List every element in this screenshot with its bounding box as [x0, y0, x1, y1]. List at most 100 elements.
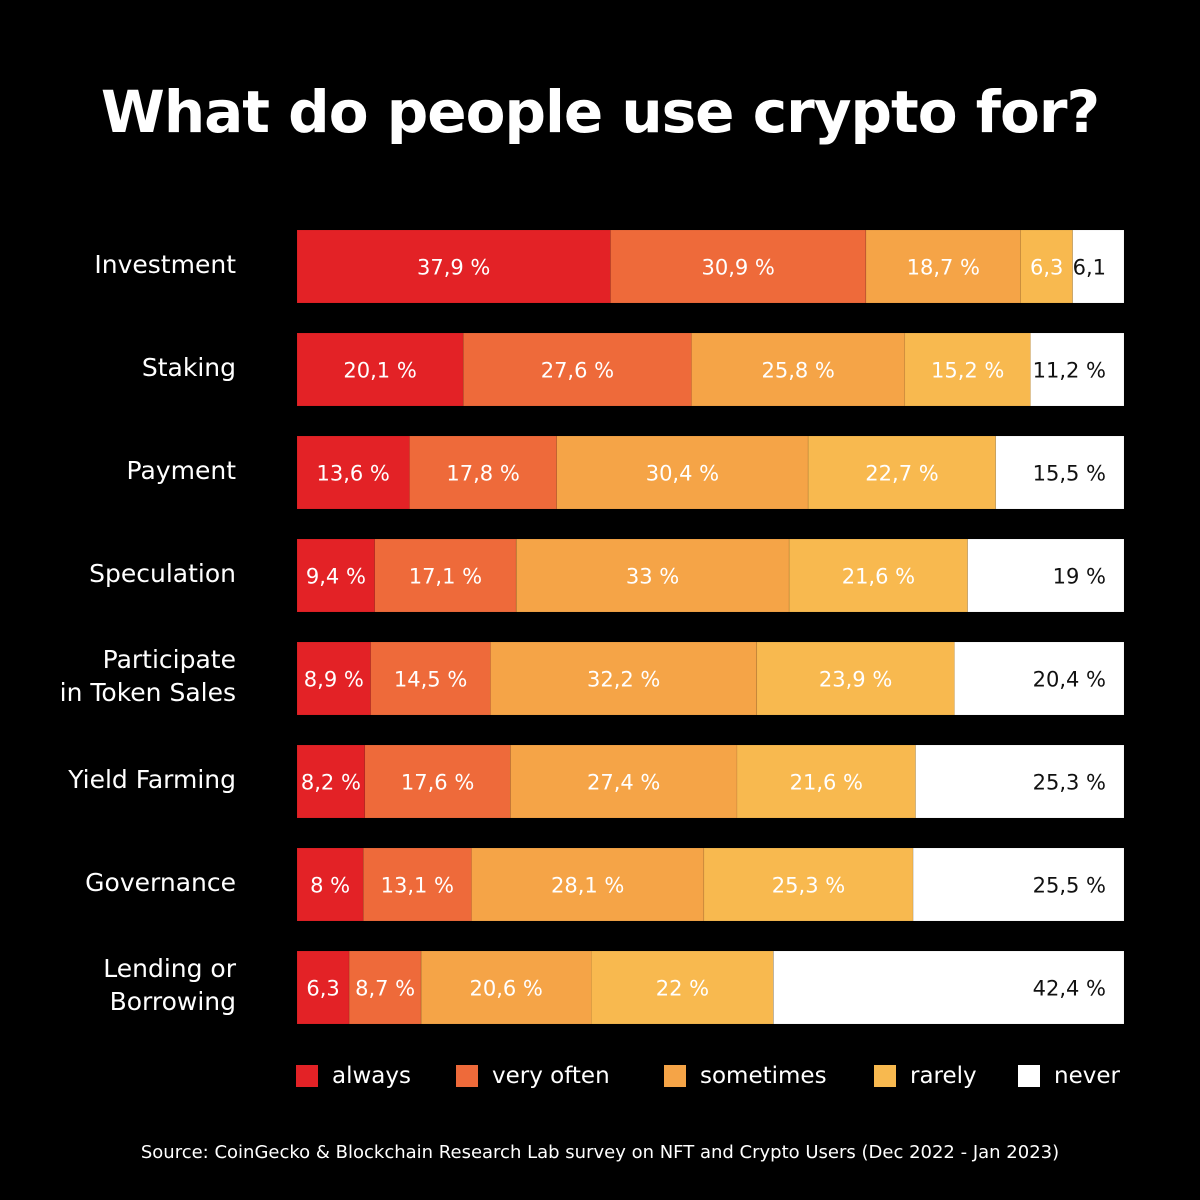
bar-segment-sometimes — [556, 435, 809, 510]
data-label: 20,4 % — [1033, 668, 1106, 692]
data-label: 27,4 % — [587, 771, 660, 795]
legend-label: never — [1054, 1063, 1120, 1089]
legend-item-sometimes: sometimes — [664, 1060, 827, 1092]
category-label: Staking — [142, 353, 236, 382]
bar-segment-sometimes — [490, 641, 758, 716]
bar-segment-always — [296, 950, 350, 1025]
bar-segment-very_often — [374, 538, 517, 613]
legend-item-very_often: very often — [456, 1060, 610, 1092]
data-label: 37,9 % — [417, 256, 490, 280]
bar-segment-rarely — [756, 641, 955, 716]
data-label: 20,6 % — [470, 977, 543, 1001]
data-label: 25,8 % — [762, 359, 835, 383]
bar-segment-very_often — [409, 435, 557, 510]
bar-segment-always — [296, 435, 410, 510]
legend-label: always — [332, 1063, 411, 1089]
data-label: 33 % — [626, 565, 679, 589]
category-label: Yield Farming — [67, 765, 236, 794]
bar-segment-rarely — [807, 435, 997, 510]
data-label: 20,1 % — [343, 359, 416, 383]
legend-label: very often — [492, 1063, 610, 1089]
data-label: 18,7 % — [907, 256, 980, 280]
category-label: Investment — [94, 250, 236, 279]
data-label: 17,1 % — [409, 565, 482, 589]
bar-segment-very_often — [610, 229, 867, 304]
legend-swatch — [456, 1065, 478, 1087]
data-label: 8,2 % — [301, 771, 361, 795]
bar-segment-always — [296, 538, 375, 613]
data-label: 25,3 % — [1033, 771, 1106, 795]
data-label: 25,5 % — [1033, 874, 1106, 898]
bar-segment-always — [296, 847, 364, 922]
bar-segment-sometimes — [515, 538, 790, 613]
data-label: 21,6 % — [790, 771, 863, 795]
data-label: 8,7 % — [355, 977, 415, 1001]
data-label: 19 % — [1053, 565, 1106, 589]
data-label: 32,2 % — [587, 668, 660, 692]
data-label: 25,3 % — [772, 874, 845, 898]
category-label: Governance — [85, 868, 236, 897]
bar-segment-sometimes — [471, 847, 705, 922]
bar-segment-sometimes — [510, 744, 738, 819]
bar-segment-rarely — [1020, 229, 1073, 304]
data-label: 13,1 % — [381, 874, 454, 898]
data-label: 15,2 % — [931, 359, 1004, 383]
data-label: 30,4 % — [646, 462, 719, 486]
category-label: Participate in Token Sales — [60, 645, 236, 707]
category-label: Payment — [127, 456, 237, 485]
bar-segment-sometimes — [420, 950, 592, 1025]
bar-segment-always — [296, 744, 366, 819]
legend-swatch — [664, 1065, 686, 1087]
data-label: 27,6 % — [541, 359, 614, 383]
data-label: 6,3 — [1030, 256, 1063, 280]
bar-segment-always — [296, 641, 371, 716]
bar-segment-always — [296, 229, 611, 304]
data-label: 8,9 % — [304, 668, 364, 692]
data-label: 22 % — [656, 977, 709, 1001]
data-label: 28,1 % — [551, 874, 624, 898]
data-label: 15,5 % — [1033, 462, 1106, 486]
data-label: 6,1 — [1073, 256, 1106, 280]
category-label: Speculation — [89, 559, 236, 588]
bar-segment-very_often — [348, 950, 422, 1025]
bar-segment-never — [995, 435, 1125, 510]
data-label: 14,5 % — [394, 668, 467, 692]
legend-item-always: always — [296, 1060, 411, 1092]
source-note: Source: CoinGecko & Blockchain Research … — [140, 1142, 1060, 1163]
category-label: Lending or Borrowing — [103, 954, 236, 1016]
bar-segment-never — [912, 847, 1125, 922]
bar-segment-never — [1030, 332, 1125, 407]
bar-segment-rarely — [788, 538, 968, 613]
legend-label: rarely — [910, 1063, 977, 1089]
data-label: 9,4 % — [306, 565, 366, 589]
data-label: 8 % — [310, 874, 350, 898]
bar-segment-never — [954, 641, 1125, 716]
bar-segment-rarely — [904, 332, 1031, 407]
legend-swatch — [1018, 1065, 1040, 1087]
bar-segment-never — [773, 950, 1125, 1025]
legend: always very often sometimes rarely never — [296, 1060, 1130, 1092]
bar-segment-never — [1072, 229, 1125, 304]
data-label: 22,7 % — [865, 462, 938, 486]
data-label: 23,9 % — [819, 668, 892, 692]
data-label: 30,9 % — [702, 256, 775, 280]
data-label: 6,3 — [306, 977, 339, 1001]
bar-segment-very_often — [370, 641, 491, 716]
bar-segment-rarely — [703, 847, 914, 922]
data-label: 13,6 % — [317, 462, 390, 486]
bar-segment-sometimes — [865, 229, 1021, 304]
bar-segment-never — [967, 538, 1125, 613]
bar-segment-rarely — [591, 950, 774, 1025]
data-label: 21,6 % — [842, 565, 915, 589]
bar-segment-sometimes — [691, 332, 906, 407]
legend-label: sometimes — [700, 1063, 827, 1089]
data-label: 42,4 % — [1033, 977, 1106, 1001]
data-label: 11,2 % — [1033, 359, 1106, 383]
legend-swatch — [874, 1065, 896, 1087]
legend-item-rarely: rarely — [874, 1060, 977, 1092]
chart-title: What do people use crypto for? — [100, 78, 1100, 146]
bar-segment-never — [915, 744, 1125, 819]
data-label: 17,6 % — [401, 771, 474, 795]
legend-swatch — [296, 1065, 318, 1087]
